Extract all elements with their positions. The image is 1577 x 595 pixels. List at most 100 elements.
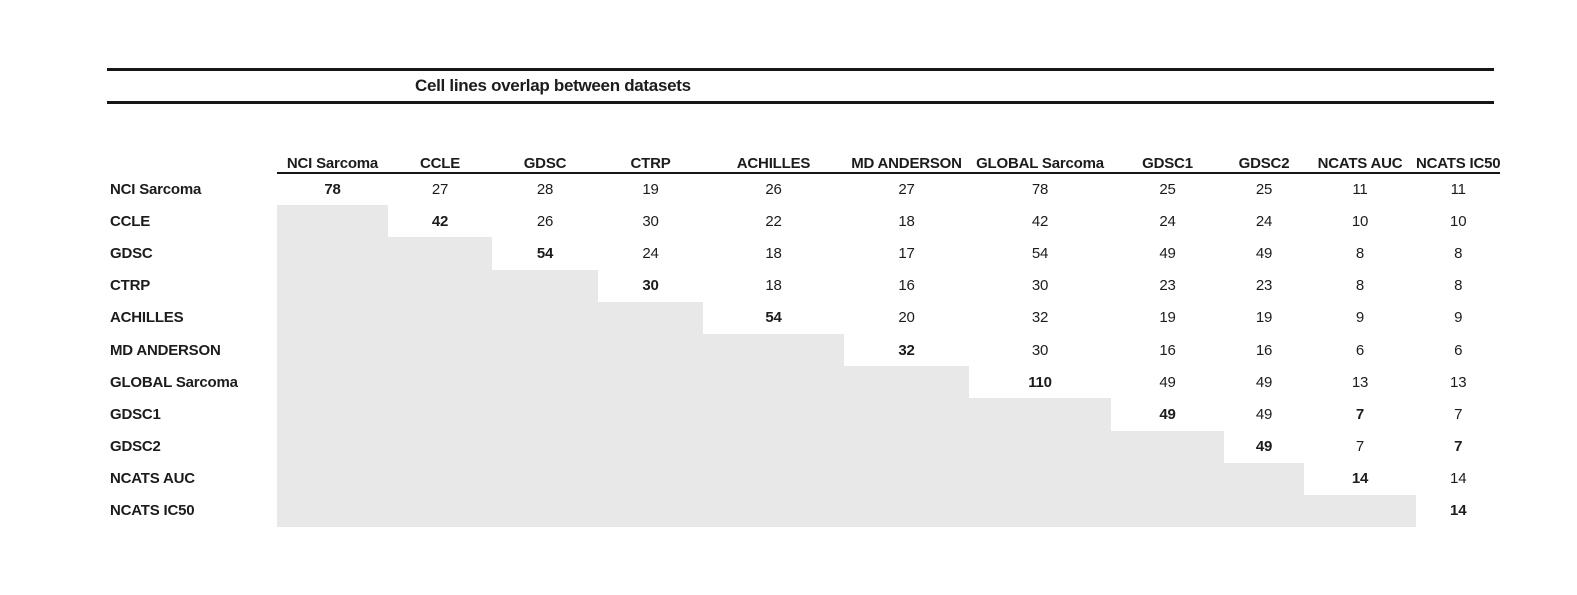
shaded-cell: [388, 333, 492, 367]
matrix-cell: 23: [1255, 277, 1273, 295]
shaded-cell: [1111, 430, 1224, 463]
matrix-cell: 11: [1450, 181, 1466, 199]
matrix-cell: 27: [898, 181, 915, 199]
matrix-cell: 24: [642, 244, 659, 262]
shaded-cell: [492, 462, 598, 495]
shaded-cell: [492, 494, 598, 528]
matrix-cell: 13: [1450, 373, 1467, 391]
matrix-cell: 32: [898, 341, 915, 359]
column-header: CTRP: [598, 141, 703, 174]
shaded-cell: [492, 430, 598, 463]
corner-cell: [107, 141, 277, 173]
shaded-cell: [703, 366, 844, 399]
matrix-cell: 9: [1355, 309, 1365, 327]
shaded-cell: [388, 430, 492, 463]
title-top-rule: [107, 68, 1494, 71]
shaded-cell: [388, 366, 492, 399]
row-label: NCATS IC50: [107, 494, 277, 528]
shaded-cell: [277, 494, 388, 528]
row-label: CCLE: [107, 205, 277, 238]
shaded-cell: [969, 462, 1111, 495]
shaded-cell: [388, 462, 492, 495]
matrix-cell: 24: [1255, 212, 1273, 230]
matrix-cell: 13: [1351, 373, 1369, 391]
matrix-cell: 7: [1454, 405, 1463, 423]
matrix-cell: 54: [765, 309, 782, 327]
matrix-body: NCI Sarcoma 78 27 28 19 26 27 78 25 25 11 11 CCLE 42 2…: [107, 173, 1500, 528]
shaded-cell: [492, 398, 598, 431]
shaded-cell: [844, 494, 969, 528]
matrix-cell: 18: [898, 212, 915, 230]
shaded-cell: [277, 462, 388, 495]
overlap-table: NCI Sarcoma CCLE GDSC CTRP ACHILLES MD ANDERS…: [107, 141, 1501, 528]
shaded-cell: [969, 430, 1111, 463]
matrix-cell: 49: [1255, 373, 1273, 391]
matrix-cell: 16: [898, 277, 915, 295]
shaded-cell: [492, 269, 598, 302]
shaded-cell: [492, 366, 598, 399]
column-header: GDSC: [492, 141, 598, 174]
shaded-cell: [1224, 494, 1304, 528]
row-label: NCI Sarcoma: [107, 173, 277, 206]
shaded-cell: [388, 494, 492, 528]
shaded-cell: [703, 398, 844, 431]
shaded-cell: [703, 494, 844, 528]
table-title: Cell lines overlap between datasets: [415, 76, 691, 95]
matrix-cell: 54: [536, 244, 554, 262]
shaded-cell: [703, 430, 844, 463]
shaded-cell: [598, 462, 703, 495]
matrix-cell: 28: [536, 181, 554, 199]
matrix-cell: 18: [765, 277, 782, 295]
matrix-cell: 7: [1454, 438, 1463, 456]
matrix-cell: 32: [1031, 309, 1049, 327]
matrix-cell: 7: [1355, 438, 1365, 456]
row-label: GLOBAL Sarcoma: [107, 366, 277, 399]
row-label: GDSC: [107, 237, 277, 270]
matrix-cell: 14: [1450, 502, 1467, 520]
column-header: GLOBAL Sarcoma: [969, 141, 1111, 174]
matrix-cell: 11: [1352, 181, 1368, 199]
table-row: GLOBAL Sarcoma 110 49 49 13 13: [107, 366, 1500, 399]
shaded-cell: [388, 269, 492, 302]
matrix-cell: 49: [1159, 373, 1176, 391]
shaded-cell: [844, 398, 969, 431]
matrix-cell: 54: [1031, 244, 1049, 262]
shaded-cell: [844, 366, 969, 399]
matrix-cell: 8: [1355, 277, 1365, 295]
matrix-cell: 49: [1255, 438, 1273, 456]
table-row: MD ANDERSON 32 30 16 16 6 6: [107, 333, 1500, 367]
matrix-cell: 42: [1031, 212, 1049, 230]
shaded-cell: [598, 430, 703, 463]
shaded-cell: [969, 494, 1111, 528]
shaded-cell: [388, 301, 492, 334]
matrix-cell: 6: [1454, 341, 1463, 359]
shaded-cell: [598, 398, 703, 431]
shaded-cell: [844, 430, 969, 463]
shaded-cell: [277, 430, 388, 463]
shaded-cell: [492, 333, 598, 367]
column-header: NCATS IC50: [1416, 141, 1501, 174]
table-row: NCATS AUC 14 14: [107, 462, 1500, 495]
matrix-cell: 19: [1255, 309, 1273, 327]
shaded-cell: [969, 398, 1111, 431]
shaded-cell: [703, 462, 844, 495]
matrix-cell: 25: [1255, 181, 1273, 199]
column-header: GDSC2: [1224, 141, 1304, 174]
shaded-cell: [598, 494, 703, 528]
header-row: NCI Sarcoma CCLE GDSC CTRP ACHILLES MD ANDERS…: [107, 141, 1501, 174]
matrix-cell: 22: [765, 212, 782, 230]
matrix-cell: 19: [1159, 309, 1176, 327]
table-row: GDSC2 49 7 7: [107, 430, 1500, 463]
shaded-cell: [277, 398, 388, 431]
table-row: NCI Sarcoma 78 27 28 19 26 27 78 25 25 11 11: [107, 173, 1500, 206]
row-label: GDSC1: [107, 398, 277, 431]
shaded-cell: [277, 205, 388, 238]
matrix-cell: 16: [1159, 341, 1176, 359]
table-row: CCLE 42 26 30 22 18 42 24 24 10 10: [107, 205, 1500, 238]
matrix-cell: 110: [1028, 373, 1052, 391]
row-label: GDSC2: [107, 430, 277, 463]
matrix-cell: 16: [1255, 341, 1273, 359]
column-header: CCLE: [388, 141, 492, 174]
shaded-cell: [277, 333, 388, 367]
column-header: NCATS AUC: [1304, 141, 1416, 174]
